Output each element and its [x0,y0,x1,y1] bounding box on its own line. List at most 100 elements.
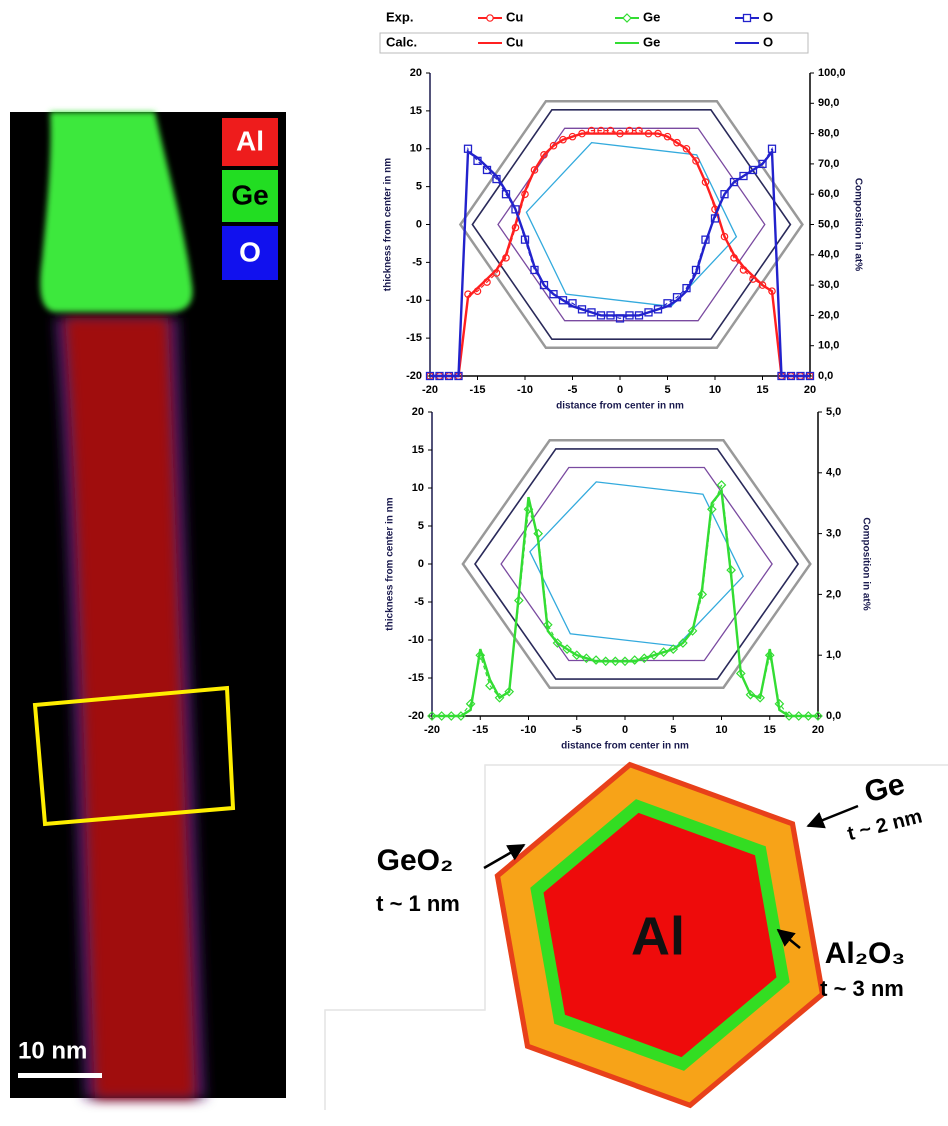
x-tick-label: 0 [622,724,628,736]
y-tick-label: -15 [408,672,424,684]
data-point [697,589,708,600]
y-tick-label: -20 [408,710,424,722]
y-tick-label: -10 [406,294,422,306]
data-point [729,177,739,187]
y-tick-label: 10 [412,482,424,494]
y-tick-label: 15 [410,105,422,117]
legend-row-label: Calc. [386,34,417,49]
data-point [748,165,758,175]
y2-tick-label: 0,0 [818,370,833,382]
data-point [758,159,767,169]
y-tick-label: -5 [414,596,424,608]
arrow [806,804,859,829]
data-point [678,638,688,648]
legend-label: O [763,34,773,49]
chart: -20 -15 -10 -5 0 5 10 15 20-20-15-10-5051015200,… [383,67,864,412]
y-tick-label: -10 [408,634,424,646]
x-tick-label: -5 [572,724,582,736]
data-point [446,711,457,721]
data-point [793,711,804,721]
y2-tick-label: 20,0 [818,309,839,321]
chart: -20 -15 -10 -5 0 5 10 15 20-20-15-10-5051015200,… [385,406,872,752]
data-point [673,138,681,147]
y-axis-label: thickness from center in nm [385,497,396,630]
y2-tick-label: 100,0 [818,67,846,79]
legend-row-label: Exp. [386,9,413,24]
label-box [222,226,278,280]
element-label: Al [236,125,264,156]
layer-label: GeO₂ [377,844,454,877]
data-point [504,686,515,697]
legend: Exp. Calc. Cu Cu Ge Ge OO [379,9,809,54]
series-line [430,132,810,378]
data-point [716,480,727,490]
data-point [552,638,563,648]
x-tick-label: -15 [470,384,486,396]
y-tick-label: -5 [412,256,422,268]
y-tick-label: 5 [418,520,424,532]
legend-marker [622,13,632,23]
data-point [540,151,548,159]
y2-tick-label: 0,0 [826,710,841,722]
y-tick-label: 10 [410,143,422,155]
series-line [430,146,810,377]
x-tick-label: 0 [617,384,623,396]
legend-label: Ge [643,9,660,24]
legend-frame [379,32,809,54]
diagram: Al Ge t ~ 2 nm Al₂O₃ t ~ 3 nm GeO₂ t ~ 1… [324,761,948,1110]
x-tick-label: 20 [812,724,824,736]
x-tick-label: 10 [715,724,727,736]
data-point [682,144,691,153]
x-tick-label: 5 [664,384,670,396]
data-point [692,157,700,165]
data-point [745,689,756,700]
y2-tick-label: 90,0 [818,97,839,109]
thickness-label: t ~ 2 nm [845,805,924,845]
core-label: Al [631,906,685,966]
x-axis-label: distance from center in nm [561,741,689,752]
al-core [65,318,195,1098]
data-point [803,711,814,721]
contour [471,109,792,341]
y2-axis-label: Composition in at% [852,178,863,271]
al-core [543,812,777,1058]
data-point [739,171,748,181]
x-tick-label: 5 [670,724,676,736]
data-point [427,711,437,721]
x-tick-label: -15 [472,724,488,736]
legend-label: O [763,9,773,24]
x-tick-label: 10 [709,384,721,396]
y2-tick-label: 40,0 [818,249,839,261]
ge-tip [40,112,193,312]
scale-bar [18,1073,102,1078]
data-point [530,166,539,174]
y-tick-label: 0 [418,558,424,570]
element-label: O [239,236,261,267]
y2-tick-label: 80,0 [818,128,839,140]
y-tick-label: 5 [416,181,422,193]
y2-tick-label: 1,0 [826,649,841,661]
y2-tick-label: 50,0 [818,218,839,230]
x-axis-label: distance from center in nm [556,401,684,412]
y2-tick-label: 5,0 [826,406,841,418]
y2-tick-label: 3,0 [826,528,841,540]
contour [500,466,773,662]
layer-label: Al₂O₃ [825,937,906,970]
legend-label: Ge [643,34,660,49]
legend-label: Cu [506,34,523,49]
data-point [620,656,630,667]
data-point [558,296,568,305]
contour [461,439,812,689]
data-point [539,280,549,290]
x-tick-label: 15 [756,384,768,396]
data-point [629,655,640,665]
data-point [764,650,775,661]
selection-box [32,685,236,827]
x-tick-label: -20 [422,384,438,396]
label-box [222,118,278,166]
x-tick-label: -10 [517,384,533,396]
arrow [776,928,801,949]
x-tick-label: -10 [521,724,537,736]
